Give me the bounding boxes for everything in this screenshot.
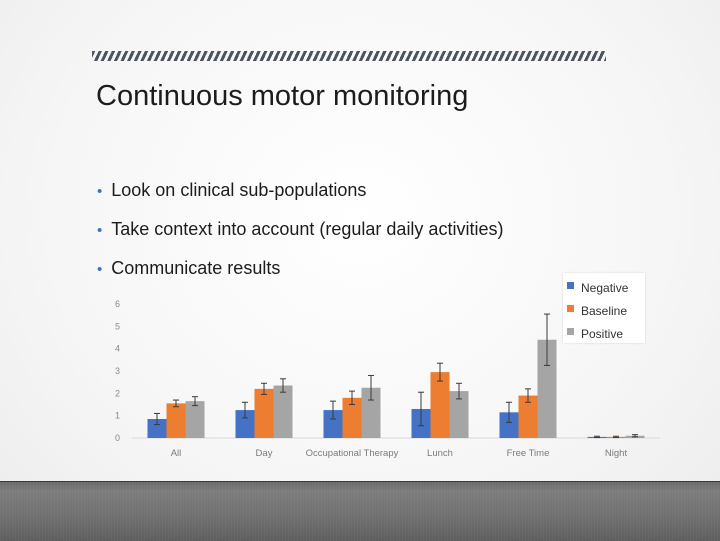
bullet-item: • Look on clinical sub-populations [97, 178, 503, 217]
bar [254, 388, 274, 438]
y-tick-label: 0 [115, 433, 120, 443]
bullet-text: Communicate results [111, 258, 281, 278]
legend-swatch [567, 305, 574, 312]
x-tick-label: Night [605, 448, 628, 459]
footer-bar [0, 481, 720, 541]
bullet-dot-icon: • [97, 183, 103, 200]
y-tick-label: 6 [115, 299, 120, 309]
decorative-stripe [92, 51, 606, 61]
bullet-text: Take context into account (regular daily… [111, 219, 504, 239]
bar [518, 395, 538, 438]
legend-label: Positive [581, 327, 624, 341]
y-tick-label: 4 [115, 344, 120, 354]
bar-chart: 0 1 2 3 4 5 6 All Day Occupational Therapy Lunch Fr… [115, 299, 660, 459]
bullet-dot-icon: • [97, 261, 103, 278]
legend-swatch [567, 328, 574, 335]
bar [273, 385, 293, 438]
y-tick-label: 5 [115, 321, 120, 331]
x-tick-label: Day [256, 448, 273, 459]
legend-swatch [567, 282, 574, 289]
bar [323, 410, 343, 438]
x-tick-label: Lunch [427, 448, 453, 459]
bar [430, 372, 450, 438]
x-tick-label: All [171, 448, 182, 459]
y-tick-label: 2 [115, 388, 120, 398]
y-tick-label: 3 [115, 366, 120, 376]
bar [235, 410, 255, 438]
x-tick-label: Free Time [507, 448, 550, 459]
bullet-item: • Take context into account (regular dail… [97, 217, 503, 256]
bar [185, 401, 205, 438]
bar [537, 339, 557, 438]
bar [361, 387, 381, 438]
slide-title: Continuous motor monitoring [96, 80, 469, 112]
bullet-item: • Communicate results [97, 256, 503, 295]
y-tick-label: 1 [115, 411, 120, 421]
bullet-list: • Look on clinical sub-populations • Take … [97, 178, 503, 295]
bar [342, 397, 362, 438]
bar [499, 412, 519, 438]
bullet-dot-icon: • [97, 222, 103, 239]
x-tick-label: Occupational Therapy [306, 448, 399, 459]
bar [166, 403, 186, 438]
bullet-text: Look on clinical sub-populations [111, 180, 367, 200]
legend-label: Negative [581, 281, 629, 295]
legend-label: Baseline [581, 304, 628, 318]
bar [147, 419, 167, 438]
bar [449, 391, 469, 438]
chart-legend: Negative Baseline Positive [563, 273, 645, 343]
